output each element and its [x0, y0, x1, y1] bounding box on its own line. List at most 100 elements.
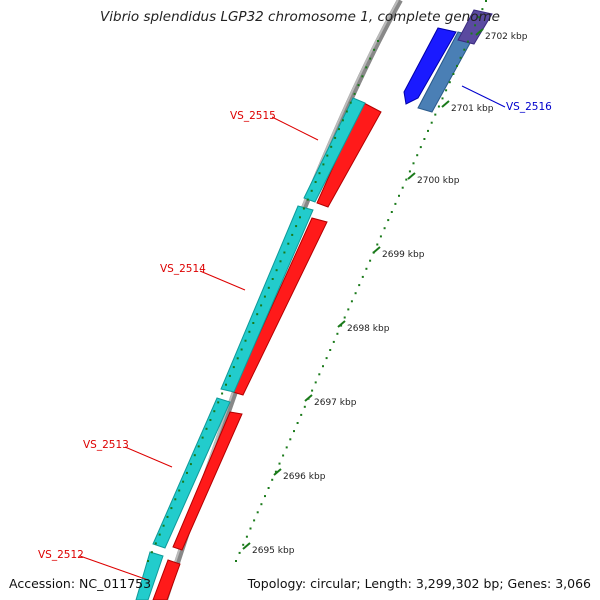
kbp-label-3: 2697 kbp: [314, 398, 357, 408]
minor-tick: [427, 129, 429, 132]
minor-tick: [282, 454, 285, 457]
left-tick: [345, 110, 348, 113]
minor-tick: [278, 462, 281, 465]
minor-tick: [253, 519, 256, 522]
left-tick: [306, 198, 309, 201]
minor-tick: [285, 446, 288, 449]
minor-tick: [408, 170, 411, 173]
minor-tick: [256, 511, 259, 514]
minor-tick: [347, 308, 350, 311]
kbp-label-6: 2700 kbp: [417, 176, 460, 186]
minor-tick: [354, 292, 357, 295]
left-tick: [244, 339, 247, 342]
minor-tick: [412, 162, 415, 165]
minor-tick: [379, 235, 382, 238]
left-tick: [217, 401, 220, 404]
leader-line-1: [79, 555, 149, 581]
map-title: Vibrio splendidus LGP32 chromosome 1, co…: [100, 9, 500, 25]
left-tick: [193, 454, 196, 457]
left-tick: [302, 207, 305, 210]
minor-tick: [358, 284, 361, 287]
left-tick: [205, 427, 208, 430]
major-tick-1: [242, 542, 251, 550]
left-tick: [260, 304, 263, 307]
left-tick: [240, 348, 243, 351]
tick-layer: 2695 kbp 2696 kbp 2697 kbp 2698 kbp 2699 kbp…: [147, 0, 528, 562]
minor-tick: [296, 422, 299, 424]
gene-label-1: VS_2512: [38, 549, 84, 561]
kbp-label-8: 2702 kbp: [485, 32, 528, 42]
left-tick: [275, 269, 278, 272]
gene-arrow-1: [303, 97, 366, 203]
minor-tick: [437, 105, 440, 108]
minor-tick: [481, 8, 484, 11]
leader-line-5: [461, 85, 506, 108]
left-tick: [357, 84, 360, 87]
minor-tick: [405, 178, 408, 181]
gene-arrow-2: [220, 205, 314, 393]
left-tick: [271, 278, 274, 280]
kbp-label-1: 2695 kbp: [252, 546, 295, 556]
left-tick: [158, 533, 161, 536]
minor-tick: [260, 503, 263, 506]
minor-tick: [238, 551, 241, 554]
left-tick: [154, 542, 157, 545]
minor-tick: [274, 470, 277, 473]
cds-arrow-4: [152, 559, 181, 600]
left-tick: [314, 181, 317, 183]
left-tick: [182, 480, 185, 483]
minor-tick: [459, 56, 462, 59]
minor-tick: [474, 24, 477, 27]
leader-line-2: [124, 446, 173, 468]
gene-arrow-3: [152, 397, 231, 549]
minor-tick: [441, 97, 444, 100]
minor-tick: [416, 154, 419, 157]
left-tick: [209, 419, 212, 421]
gene-label-3: VS_2514: [160, 263, 206, 275]
left-tick: [267, 286, 270, 289]
minor-tick: [350, 300, 353, 303]
gene-label-5: VS_2516: [506, 101, 552, 113]
minor-tick: [242, 543, 245, 546]
minor-tick: [394, 202, 397, 205]
minor-tick: [423, 138, 426, 140]
minor-tick: [434, 113, 437, 116]
minor-tick: [387, 219, 390, 222]
minor-tick: [264, 495, 266, 498]
minor-tick: [325, 357, 328, 360]
left-tick: [197, 445, 200, 448]
left-tick: [283, 251, 286, 254]
minor-tick: [383, 227, 386, 230]
left-tick: [189, 463, 192, 466]
minor-tick: [271, 478, 274, 481]
left-tick: [170, 507, 173, 510]
minor-tick: [401, 186, 404, 189]
left-tick: [310, 189, 313, 192]
left-tick: [213, 410, 216, 413]
minor-tick: [485, 0, 487, 2]
left-tick: [221, 392, 224, 395]
gene-label-2: VS_2513: [83, 439, 129, 451]
label-layer: VS_2512 VS_2513 VS_2514 VS_2515 VS_2516: [38, 85, 552, 581]
minor-tick: [456, 64, 458, 67]
major-tick-4: [337, 320, 346, 328]
minor-tick: [318, 373, 321, 376]
minor-tick: [329, 349, 332, 351]
minor-tick: [445, 89, 448, 92]
minor-tick: [365, 267, 368, 270]
minor-tick: [376, 243, 379, 246]
left-tick: [318, 172, 321, 175]
left-tick: [377, 40, 379, 42]
genome-stats: Topology: circular; Length: 3,299,302 bp…: [247, 576, 591, 591]
minor-tick: [448, 81, 451, 84]
minor-tick: [311, 389, 314, 392]
left-tick: [174, 498, 177, 501]
kbp-label-4: 2698 kbp: [347, 324, 390, 334]
major-tick-6: [407, 172, 416, 180]
left-tick: [248, 330, 251, 333]
left-tick: [232, 366, 235, 369]
major-tick-5: [372, 246, 381, 254]
left-tick: [147, 560, 149, 562]
left-tick: [369, 57, 372, 60]
